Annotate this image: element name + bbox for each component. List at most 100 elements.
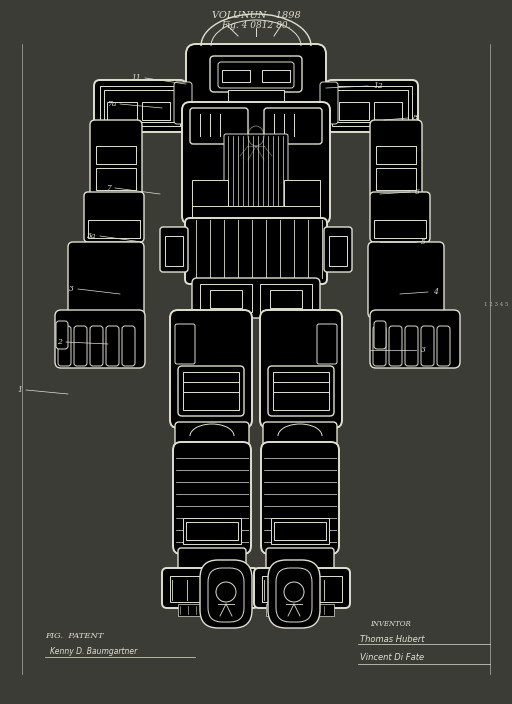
Text: Thomas Hubert: Thomas Hubert <box>360 634 424 643</box>
FancyBboxPatch shape <box>261 442 339 554</box>
FancyBboxPatch shape <box>192 278 320 318</box>
FancyBboxPatch shape <box>268 560 320 628</box>
Text: 12: 12 <box>373 82 383 90</box>
Bar <box>192 206 320 220</box>
FancyBboxPatch shape <box>264 108 322 144</box>
Bar <box>262 576 342 602</box>
Text: 5: 5 <box>421 238 426 246</box>
Bar <box>260 284 312 312</box>
FancyBboxPatch shape <box>370 192 430 242</box>
Bar <box>339 102 369 120</box>
FancyBboxPatch shape <box>254 568 350 608</box>
Bar <box>374 102 402 120</box>
Text: Kenny D. Baumgartner: Kenny D. Baumgartner <box>50 648 137 657</box>
Bar <box>332 86 412 126</box>
FancyBboxPatch shape <box>268 366 334 416</box>
FancyBboxPatch shape <box>372 274 442 286</box>
FancyBboxPatch shape <box>266 548 334 576</box>
FancyBboxPatch shape <box>72 246 142 258</box>
FancyBboxPatch shape <box>320 82 338 124</box>
Bar <box>88 220 140 238</box>
FancyBboxPatch shape <box>175 324 195 364</box>
FancyBboxPatch shape <box>58 326 71 366</box>
FancyBboxPatch shape <box>106 326 119 366</box>
Text: 3a: 3a <box>87 232 96 240</box>
Bar <box>107 102 137 120</box>
FancyBboxPatch shape <box>389 326 402 366</box>
FancyBboxPatch shape <box>372 288 442 300</box>
Bar <box>222 70 250 82</box>
FancyBboxPatch shape <box>173 442 251 554</box>
Text: 11: 11 <box>131 74 141 82</box>
FancyBboxPatch shape <box>276 568 312 622</box>
FancyBboxPatch shape <box>72 260 142 272</box>
Text: 8: 8 <box>413 114 418 122</box>
Bar <box>270 290 302 308</box>
Bar <box>374 220 426 238</box>
Text: 1: 1 <box>17 386 22 394</box>
FancyBboxPatch shape <box>90 326 103 366</box>
Text: 1 2 3 4 5: 1 2 3 4 5 <box>484 301 508 306</box>
FancyBboxPatch shape <box>186 44 326 104</box>
FancyBboxPatch shape <box>178 366 244 416</box>
Bar <box>142 102 170 120</box>
Bar <box>266 604 334 616</box>
Bar <box>274 522 326 540</box>
Bar <box>178 604 246 616</box>
FancyBboxPatch shape <box>324 227 352 272</box>
Bar <box>210 290 242 308</box>
Text: 4: 4 <box>433 288 438 296</box>
Text: 3: 3 <box>69 285 74 293</box>
FancyBboxPatch shape <box>122 326 135 366</box>
Bar <box>228 90 284 108</box>
Bar <box>200 284 252 312</box>
Text: FIG.  PATENT: FIG. PATENT <box>45 632 103 640</box>
FancyBboxPatch shape <box>170 310 252 428</box>
Bar <box>376 146 416 164</box>
FancyBboxPatch shape <box>56 321 68 349</box>
FancyBboxPatch shape <box>185 218 327 284</box>
FancyBboxPatch shape <box>162 568 258 608</box>
FancyBboxPatch shape <box>90 120 142 198</box>
FancyBboxPatch shape <box>178 548 246 576</box>
Text: 3: 3 <box>421 346 426 354</box>
FancyBboxPatch shape <box>260 310 342 428</box>
FancyBboxPatch shape <box>370 310 460 368</box>
FancyBboxPatch shape <box>208 568 244 622</box>
Bar <box>183 372 239 410</box>
FancyBboxPatch shape <box>373 326 386 366</box>
Bar <box>96 146 136 164</box>
Bar <box>376 168 416 190</box>
FancyBboxPatch shape <box>74 326 87 366</box>
FancyBboxPatch shape <box>374 321 386 349</box>
FancyBboxPatch shape <box>55 310 145 368</box>
Text: 7a: 7a <box>106 100 116 108</box>
Bar <box>165 236 183 266</box>
Text: Fig. 4 0812 80.: Fig. 4 0812 80. <box>221 20 291 30</box>
Bar <box>170 576 250 602</box>
FancyBboxPatch shape <box>174 82 192 124</box>
FancyBboxPatch shape <box>421 326 434 366</box>
Bar <box>336 90 408 122</box>
FancyBboxPatch shape <box>437 326 450 366</box>
FancyBboxPatch shape <box>182 102 330 224</box>
Bar <box>100 86 180 126</box>
Bar <box>273 372 329 410</box>
FancyBboxPatch shape <box>368 242 444 318</box>
FancyBboxPatch shape <box>84 192 144 242</box>
FancyBboxPatch shape <box>72 302 142 314</box>
Bar <box>104 90 176 122</box>
Text: Vincent Di Fate: Vincent Di Fate <box>360 653 424 662</box>
FancyBboxPatch shape <box>94 80 186 132</box>
FancyBboxPatch shape <box>190 108 248 144</box>
FancyBboxPatch shape <box>68 242 144 318</box>
Text: 2: 2 <box>57 338 62 346</box>
Bar <box>186 522 238 540</box>
FancyBboxPatch shape <box>200 560 252 628</box>
FancyBboxPatch shape <box>72 288 142 300</box>
FancyBboxPatch shape <box>326 80 418 132</box>
FancyBboxPatch shape <box>160 227 188 272</box>
FancyBboxPatch shape <box>210 56 302 92</box>
Bar <box>329 236 347 266</box>
FancyBboxPatch shape <box>372 260 442 272</box>
